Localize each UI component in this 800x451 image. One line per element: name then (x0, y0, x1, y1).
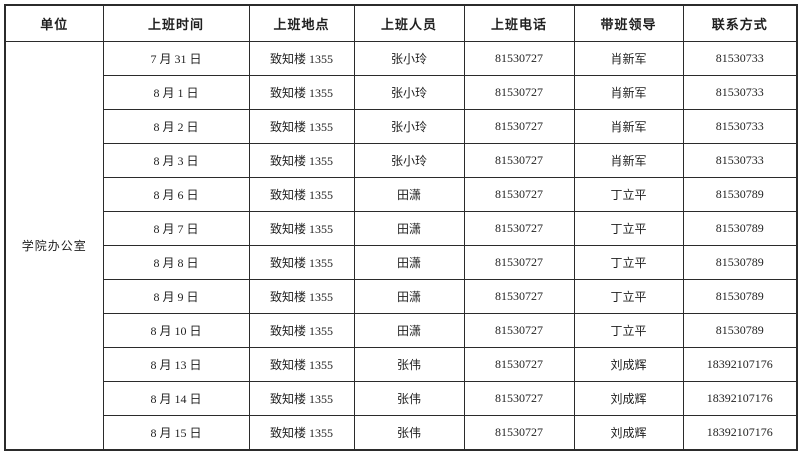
cell-contact: 81530733 (682, 75, 798, 110)
cell-leader: 肖新军 (573, 143, 684, 178)
cell-staff: 张伟 (353, 381, 465, 416)
cell-contact: 81530789 (682, 279, 798, 314)
cell-location: 致知楼 1355 (248, 211, 355, 246)
cell-phone: 81530727 (463, 109, 575, 144)
table-row: 8 月 3 日致知楼 1355 张小玲 81530727 肖新军 81530733 (5, 143, 798, 178)
cell-date: 8 月 2 日 (102, 109, 250, 144)
cell-leader: 丁立平 (573, 279, 684, 314)
header-leader: 带班领导 (573, 4, 684, 42)
table-row: 8 月 7 日致知楼 1355 田潇 81530727 丁立平 81530789 (5, 211, 798, 246)
cell-phone: 81530727 (463, 279, 575, 314)
cell-date: 8 月 1 日 (102, 75, 250, 110)
header-unit: 单位 (4, 4, 104, 42)
cell-phone: 81530727 (463, 143, 575, 178)
cell-staff: 田潇 (353, 211, 465, 246)
cell-location: 致知楼 1355 (248, 381, 355, 416)
table-row: 8 月 8 日致知楼 1355 田潇 81530727 丁立平 81530789 (5, 245, 798, 280)
cell-contact: 81530789 (682, 313, 798, 348)
cell-contact: 18392107176 (682, 347, 798, 382)
cell-leader: 肖新军 (573, 109, 684, 144)
cell-contact: 81530789 (682, 211, 798, 246)
cell-location: 致知楼 1355 (248, 313, 355, 348)
cell-leader: 丁立平 (573, 313, 684, 348)
cell-leader: 肖新军 (573, 75, 684, 110)
cell-date: 8 月 3 日 (102, 143, 250, 178)
table-row: 学院办公室 7 月 31 日致知楼 1355 张小玲 81530727 肖新军 81530… (4, 41, 798, 451)
cell-contact: 81530789 (682, 245, 798, 280)
cell-date: 8 月 15 日 (102, 415, 250, 451)
cell-date: 8 月 7 日 (102, 211, 250, 246)
cell-staff: 田潇 (353, 245, 465, 280)
cell-location: 致知楼 1355 (248, 347, 355, 382)
cell-leader: 刘成辉 (573, 415, 684, 451)
cell-location: 致知楼 1355 (248, 41, 355, 76)
cell-contact: 18392107176 (682, 415, 798, 451)
table-row: 8 月 2 日致知楼 1355 张小玲 81530727 肖新军 81530733 (5, 109, 798, 144)
cell-staff: 张伟 (353, 347, 465, 382)
table-row: 8 月 6 日致知楼 1355 田潇 81530727 丁立平 81530789 (5, 177, 798, 212)
cell-contact: 81530733 (682, 109, 798, 144)
cell-date: 8 月 8 日 (102, 245, 250, 280)
cell-location: 致知楼 1355 (248, 279, 355, 314)
table-row: 8 月 9 日致知楼 1355 田潇 81530727 丁立平 81530789 (5, 279, 798, 314)
duty-roster-sheet: 单位 上班时间 上班地点 上班人员 上班电话 带班领导 联系方式 学院办公室 7 … (4, 4, 798, 451)
cell-contact: 18392107176 (682, 381, 798, 416)
cell-staff: 田潇 (353, 313, 465, 348)
cell-phone: 81530727 (463, 211, 575, 246)
cell-location: 致知楼 1355 (248, 109, 355, 144)
cell-staff: 田潇 (353, 177, 465, 212)
cell-date: 8 月 14 日 (102, 381, 250, 416)
table-row: 8 月 13 日致知楼 1355 张伟 81530727 刘成辉 18392107176 (5, 347, 798, 382)
table-row: 8 月 1 日致知楼 1355 张小玲 81530727 肖新军 81530733 (5, 75, 798, 110)
cell-phone: 81530727 (463, 177, 575, 212)
unit-cell: 学院办公室 (4, 41, 104, 451)
cell-staff: 张小玲 (353, 109, 465, 144)
table-row: 8 月 15 日致知楼 1355 张伟 81530727 刘成辉 18392107176 (5, 415, 798, 451)
header-staff: 上班人员 (353, 4, 465, 42)
cell-leader: 丁立平 (573, 177, 684, 212)
cell-leader: 肖新军 (573, 41, 684, 76)
cell-contact: 81530789 (682, 177, 798, 212)
cell-date: 8 月 9 日 (102, 279, 250, 314)
cell-phone: 81530727 (463, 75, 575, 110)
cell-date: 8 月 13 日 (102, 347, 250, 382)
cell-leader: 刘成辉 (573, 381, 684, 416)
header-time: 上班时间 (102, 4, 250, 42)
cell-staff: 张小玲 (353, 75, 465, 110)
header-location: 上班地点 (248, 4, 355, 42)
duty-roster-table: 单位 上班时间 上班地点 上班人员 上班电话 带班领导 联系方式 学院办公室 7 … (4, 4, 798, 451)
cell-phone: 81530727 (463, 245, 575, 280)
cell-location: 致知楼 1355 (248, 245, 355, 280)
cell-staff: 张伟 (353, 415, 465, 451)
cell-contact: 81530733 (682, 143, 798, 178)
cell-phone: 81530727 (463, 381, 575, 416)
cell-staff: 张小玲 (353, 143, 465, 178)
header-contact: 联系方式 (682, 4, 798, 42)
cell-phone: 81530727 (463, 41, 575, 76)
cell-location: 致知楼 1355 (248, 415, 355, 451)
cell-staff: 田潇 (353, 279, 465, 314)
header-row: 单位 上班时间 上班地点 上班人员 上班电话 带班领导 联系方式 (4, 4, 798, 42)
header-phone: 上班电话 (463, 4, 575, 42)
cell-location: 致知楼 1355 (248, 177, 355, 212)
cell-staff: 张小玲 (353, 41, 465, 76)
cell-date: 8 月 10 日 (102, 313, 250, 348)
cell-location: 致知楼 1355 (248, 75, 355, 110)
cell-phone: 81530727 (463, 415, 575, 451)
cell-phone: 81530727 (463, 347, 575, 382)
cell-location: 致知楼 1355 (248, 143, 355, 178)
cell-date: 7 月 31 日 (102, 41, 250, 76)
cell-phone: 81530727 (463, 313, 575, 348)
table-body: 学院办公室 7 月 31 日致知楼 1355 张小玲 81530727 肖新军 81530… (4, 41, 798, 451)
cell-leader: 丁立平 (573, 245, 684, 280)
table-row: 8 月 14 日致知楼 1355 张伟 81530727 刘成辉 18392107176 (5, 381, 798, 416)
cell-date: 8 月 6 日 (102, 177, 250, 212)
cell-contact: 81530733 (682, 41, 798, 76)
cell-leader: 刘成辉 (573, 347, 684, 382)
table-row: 8 月 10 日致知楼 1355 田潇 81530727 丁立平 81530789 (5, 313, 798, 348)
cell-leader: 丁立平 (573, 211, 684, 246)
